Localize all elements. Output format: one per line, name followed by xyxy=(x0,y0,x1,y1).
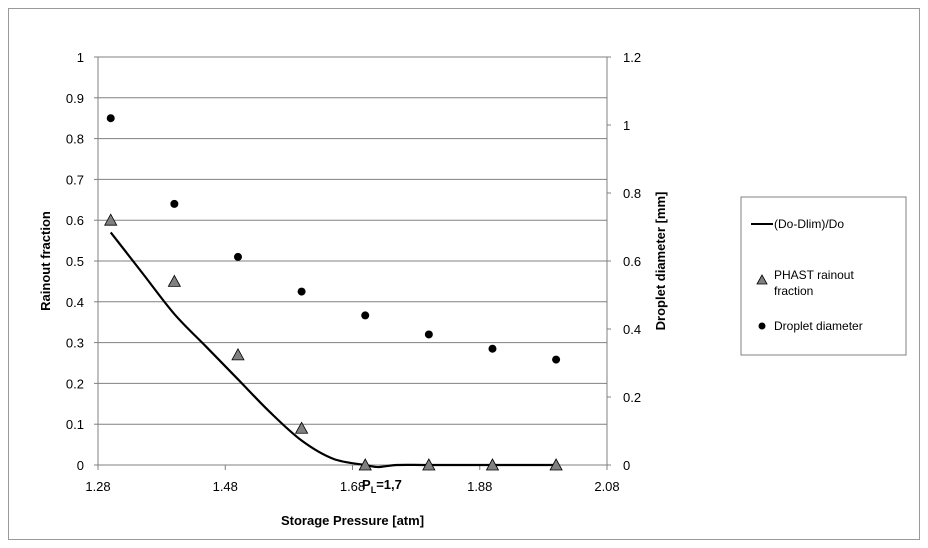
droplet-diameter-point xyxy=(424,330,433,339)
droplet-diameter-point xyxy=(361,311,370,320)
x-axis-title: Storage Pressure [atm] xyxy=(281,513,424,528)
x-tick-label: 1.48 xyxy=(213,479,238,494)
y-left-tick-label: 0.8 xyxy=(66,132,84,147)
y-left-tick-label: 0.9 xyxy=(66,91,84,106)
legend-label-triangle-line: PHAST rainout xyxy=(774,268,854,282)
legend-label-dot: Droplet diameter xyxy=(774,319,863,333)
legend-triangle-swatch xyxy=(756,274,768,285)
droplet-diameter-point xyxy=(170,199,179,208)
x-tick-label: 1.68 xyxy=(340,479,365,494)
y-right-tick-label: 1.2 xyxy=(623,50,641,65)
droplet-diameter-point xyxy=(297,287,306,296)
phast-rainout-point xyxy=(422,458,436,471)
x-tick-label: 2.08 xyxy=(594,479,619,494)
y-left-tick-label: 0.3 xyxy=(66,336,84,351)
y-left-tick-label: 0.1 xyxy=(66,417,84,432)
series-line-do-dlim xyxy=(109,231,557,469)
series-layer xyxy=(104,114,563,471)
phast-rainout-point xyxy=(231,348,245,361)
x-axis-ticks: 1.28 1.48 1.68 1.88 2.08 xyxy=(85,465,620,494)
legend-label-line: (Do-Dlim)/Do xyxy=(774,217,844,231)
y-right-tick-label: 0.4 xyxy=(623,322,641,337)
phast-rainout-point xyxy=(485,458,500,471)
y-right-tick-label: 0.6 xyxy=(623,254,641,269)
phast-rainout-point xyxy=(167,274,182,287)
y-left-axis-ticks: 0 0.1 0.2 0.3 0.4 0.5 0.6 0.7 0.8 0.9 1 xyxy=(66,50,98,473)
chart-svg: 1.28 1.48 1.68 1.88 2.08 0 0.1 0.2 0.3 0.4 0.5 0.6… xyxy=(38,50,907,528)
droplet-diameter-point xyxy=(106,114,115,123)
legend: (Do-Dlim)/Do PHAST rainout fraction Dropl… xyxy=(740,196,907,356)
y-left-tick-label: 0.4 xyxy=(66,295,84,310)
phast-rainout-point xyxy=(358,458,372,471)
y-left-tick-label: 0.2 xyxy=(66,376,84,391)
x-tick-label: 1.88 xyxy=(467,479,492,494)
droplet-diameter-point xyxy=(233,252,242,261)
y-left-tick-label: 0.6 xyxy=(66,213,84,228)
pl-annotation-sub: L xyxy=(371,485,377,495)
y-right-tick-label: 1 xyxy=(623,118,630,133)
y-right-axis-ticks: 0 0.2 0.4 0.6 0.8 1 1.2 xyxy=(607,50,641,473)
legend-label-triangle: PHAST rainout fraction xyxy=(774,268,854,298)
x-tick-label: 1.28 xyxy=(85,479,110,494)
pl-annotation: PL=1,7 xyxy=(362,477,402,495)
pl-annotation-rest: =1,7 xyxy=(376,477,402,492)
droplet-diameter-point xyxy=(552,355,561,364)
y-left-tick-label: 0.5 xyxy=(66,254,84,269)
y-left-axis-title: Rainout fraction xyxy=(38,211,53,311)
y-right-tick-label: 0.2 xyxy=(623,390,641,405)
y-right-tick-label: 0.8 xyxy=(623,186,641,201)
phast-rainout-point xyxy=(294,421,309,434)
y-left-tick-label: 0.7 xyxy=(66,172,84,187)
legend-label-triangle-line: fraction xyxy=(774,284,813,298)
y-left-tick-label: 0 xyxy=(77,458,84,473)
pl-annotation-main: P xyxy=(362,477,371,492)
droplet-diameter-point xyxy=(488,344,497,353)
phast-rainout-point xyxy=(104,213,118,226)
y-right-axis-title: Droplet diameter [mm] xyxy=(653,192,668,331)
phast-rainout-point xyxy=(549,458,563,471)
grid-lines xyxy=(98,56,607,466)
y-left-tick-label: 1 xyxy=(77,50,84,65)
chart-area: 1.28 1.48 1.68 1.88 2.08 0 0.1 0.2 0.3 0.4 0.5 0.6… xyxy=(8,8,920,540)
y-right-tick-label: 0 xyxy=(623,458,630,473)
legend-dot-swatch xyxy=(758,322,766,330)
